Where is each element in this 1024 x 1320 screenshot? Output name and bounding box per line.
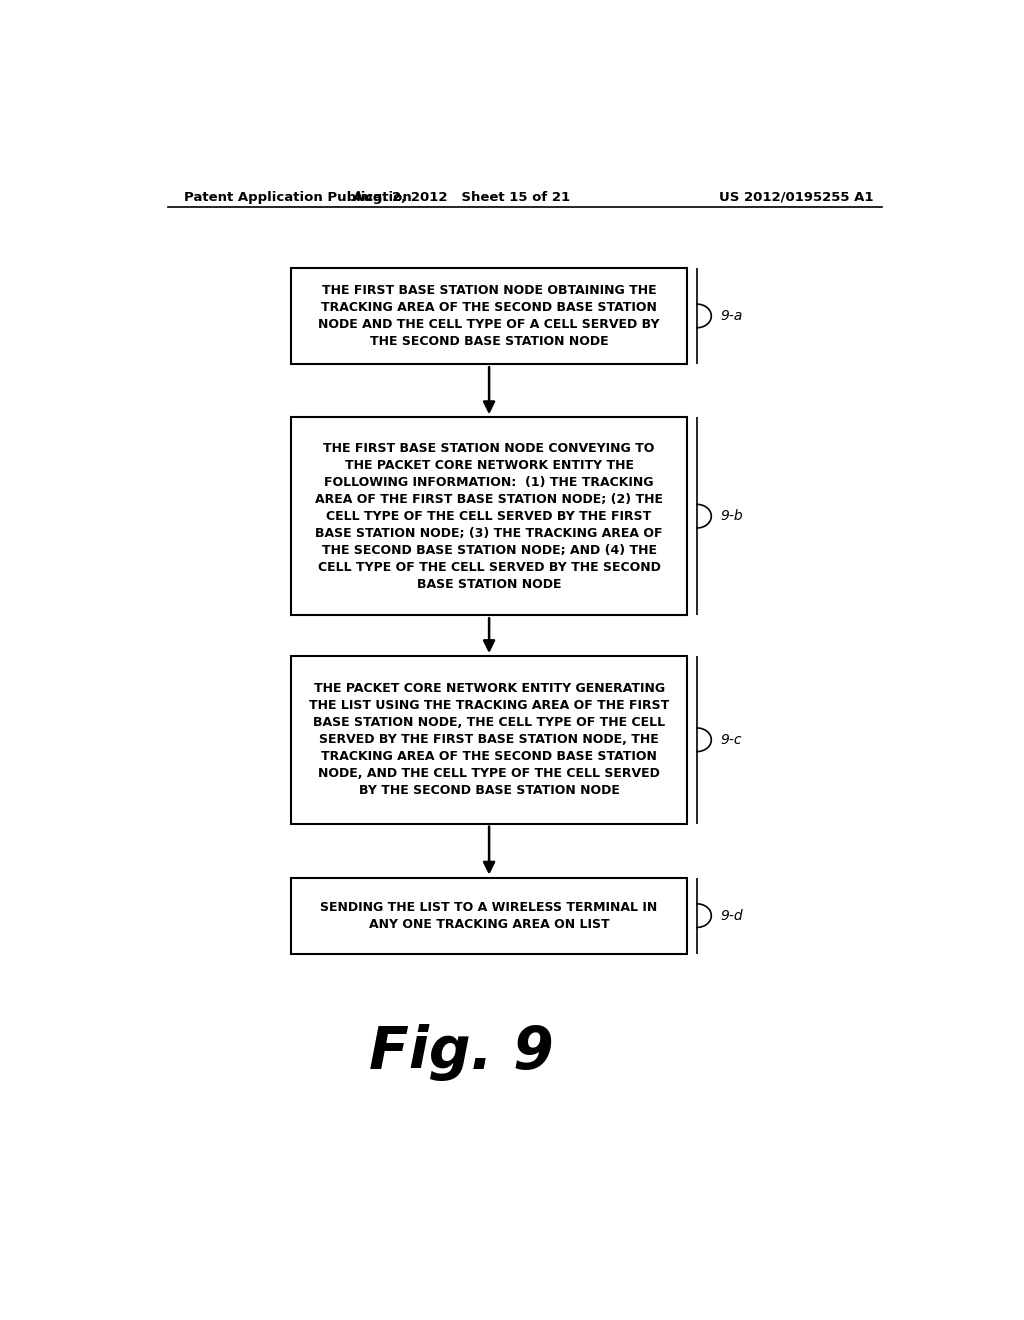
- Bar: [291, 656, 687, 824]
- Bar: [291, 878, 687, 954]
- Bar: [291, 268, 687, 364]
- Text: Fig. 9: Fig. 9: [369, 1024, 554, 1081]
- Text: 9-d: 9-d: [721, 908, 743, 923]
- Text: 9-a: 9-a: [721, 309, 743, 323]
- Bar: [291, 417, 687, 615]
- Text: 9-b: 9-b: [721, 510, 743, 523]
- Text: Patent Application Publication: Patent Application Publication: [183, 190, 412, 203]
- Text: SENDING THE LIST TO A WIRELESS TERMINAL IN
ANY ONE TRACKING AREA ON LIST: SENDING THE LIST TO A WIRELESS TERMINAL …: [321, 900, 657, 931]
- Text: 9-c: 9-c: [721, 733, 742, 747]
- Text: US 2012/0195255 A1: US 2012/0195255 A1: [720, 190, 873, 203]
- Text: THE FIRST BASE STATION NODE CONVEYING TO
THE PACKET CORE NETWORK ENTITY THE
FOLL: THE FIRST BASE STATION NODE CONVEYING TO…: [315, 442, 664, 590]
- Text: Aug. 2, 2012   Sheet 15 of 21: Aug. 2, 2012 Sheet 15 of 21: [352, 190, 570, 203]
- Text: THE PACKET CORE NETWORK ENTITY GENERATING
THE LIST USING THE TRACKING AREA OF TH: THE PACKET CORE NETWORK ENTITY GENERATIN…: [309, 682, 670, 797]
- Text: THE FIRST BASE STATION NODE OBTAINING THE
TRACKING AREA OF THE SECOND BASE STATI: THE FIRST BASE STATION NODE OBTAINING TH…: [318, 284, 659, 348]
